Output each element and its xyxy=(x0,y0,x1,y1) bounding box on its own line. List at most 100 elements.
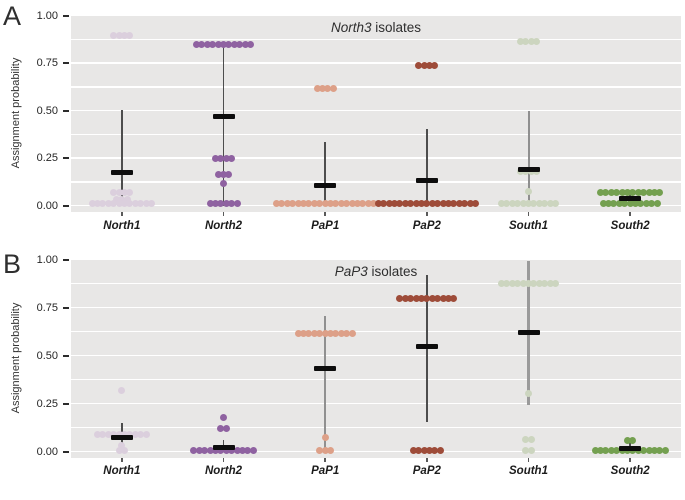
data-dot xyxy=(525,199,532,207)
data-dot xyxy=(527,37,535,45)
data-dot xyxy=(541,280,549,287)
data-dot xyxy=(203,41,211,49)
data-dot xyxy=(522,37,530,45)
data-dot xyxy=(318,85,326,93)
x-axis-label: North1 xyxy=(103,465,141,477)
data-dot xyxy=(596,188,604,196)
category-tick xyxy=(121,458,123,462)
y-tick-mark xyxy=(63,450,69,453)
plot-area-a: North3 isolates xyxy=(71,15,681,212)
data-dot xyxy=(324,85,332,93)
x-axis-label: North2 xyxy=(204,465,243,477)
data-dot xyxy=(618,188,626,196)
data-dot xyxy=(241,41,249,49)
data-dot xyxy=(337,329,345,337)
data-dot xyxy=(337,200,345,208)
data-dot xyxy=(401,200,409,208)
data-dot xyxy=(233,447,241,455)
data-dot xyxy=(450,200,458,208)
data-dot xyxy=(439,295,447,303)
data-dot xyxy=(370,200,378,208)
data-dot xyxy=(396,295,404,303)
data-dot xyxy=(607,447,615,455)
category-tick xyxy=(426,212,428,216)
x-axis-label: South1 xyxy=(509,465,548,477)
y-axis-title-a: Assignment probability xyxy=(10,57,22,169)
category-tick xyxy=(629,212,631,216)
data-dot xyxy=(214,41,222,49)
error-bar xyxy=(527,110,530,206)
data-dot xyxy=(645,447,653,455)
panel-b-letter: B xyxy=(3,249,22,279)
data-dot xyxy=(131,199,139,207)
data-dot xyxy=(380,200,388,208)
data-dot xyxy=(190,447,198,455)
data-layer-b xyxy=(71,259,681,458)
data-dot xyxy=(249,447,257,455)
data-dot xyxy=(126,199,134,207)
data-dot xyxy=(193,41,200,49)
gridline xyxy=(71,15,681,17)
data-dot xyxy=(343,200,351,208)
data-dot xyxy=(121,31,129,39)
data-dot xyxy=(390,200,398,208)
data-dot xyxy=(195,447,203,455)
data-dot xyxy=(634,188,642,196)
data-dot xyxy=(310,329,318,337)
data-dot xyxy=(412,200,420,208)
data-dot xyxy=(648,200,656,208)
data-dot xyxy=(364,200,372,208)
data-dot xyxy=(332,329,340,337)
error-bar xyxy=(426,128,428,206)
data-dot xyxy=(415,447,423,455)
data-dot xyxy=(332,200,340,208)
data-dot xyxy=(423,200,431,208)
mean-bar xyxy=(110,434,133,440)
category-tick xyxy=(222,458,225,462)
data-dot xyxy=(431,447,439,455)
panel-a: A Assignment probability North3 isolates… xyxy=(0,0,685,248)
data-dot xyxy=(417,200,425,208)
y-tick-mark xyxy=(63,62,69,64)
data-dot xyxy=(602,188,610,196)
data-dot xyxy=(217,154,225,162)
plot-title-b-rest: isolates xyxy=(367,264,418,279)
gridline xyxy=(71,86,681,88)
data-dot xyxy=(656,447,664,455)
x-axis-label: PaP1 xyxy=(311,465,340,477)
data-dot xyxy=(623,188,631,196)
category-tick xyxy=(426,458,428,462)
data-dot xyxy=(222,447,230,455)
data-dot xyxy=(434,295,442,303)
data-dot xyxy=(228,200,236,208)
data-dot xyxy=(321,447,329,455)
gridline xyxy=(71,157,681,159)
data-dot xyxy=(300,329,308,337)
data-dot xyxy=(527,447,535,455)
data-dot xyxy=(142,430,150,438)
data-dot xyxy=(407,200,415,208)
data-dot xyxy=(310,200,318,208)
data-dot xyxy=(110,199,118,207)
data-dot xyxy=(599,200,607,208)
category-tick xyxy=(527,458,530,462)
data-dot xyxy=(530,280,538,287)
data-dot xyxy=(230,41,238,49)
data-dot xyxy=(228,154,236,162)
data-dot xyxy=(522,435,530,443)
data-dot xyxy=(222,200,230,208)
data-dot xyxy=(126,430,134,438)
data-dot xyxy=(99,430,107,438)
mean-bar xyxy=(212,113,235,119)
data-dot xyxy=(217,447,225,455)
data-dot xyxy=(115,188,123,196)
data-dot xyxy=(396,200,404,208)
gridline xyxy=(71,402,681,405)
data-dot xyxy=(535,280,543,287)
mean-bar xyxy=(619,196,642,202)
data-dot xyxy=(115,447,123,455)
data-dot xyxy=(436,447,444,455)
data-dot xyxy=(591,447,599,455)
data-dot xyxy=(640,188,648,196)
